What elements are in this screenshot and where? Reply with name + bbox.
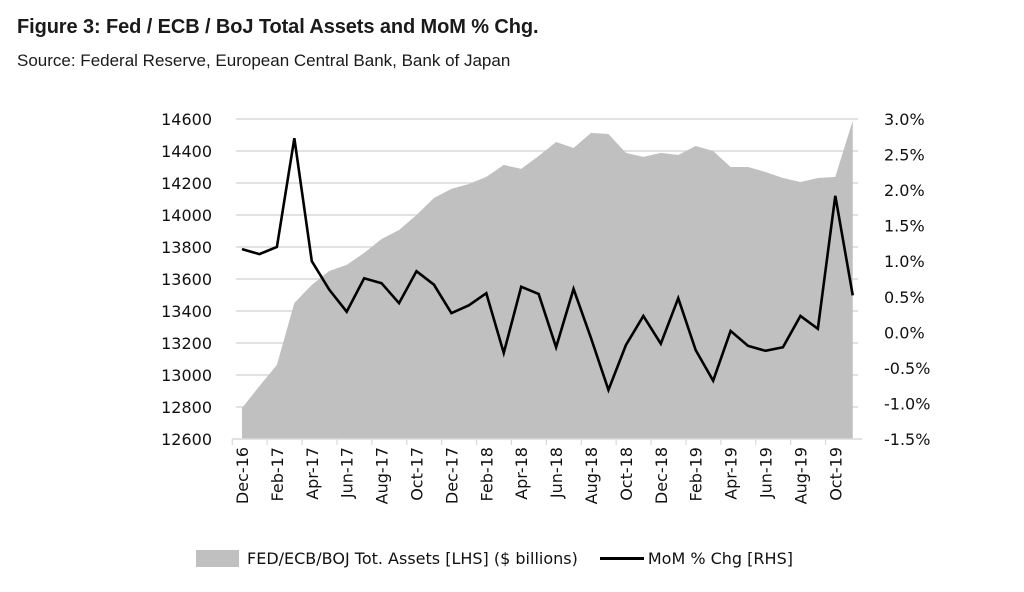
y-left-tick-label: 13200: [161, 334, 212, 353]
y-right-tick-label: -1.5%: [884, 430, 930, 449]
y-right-tick-label: 0.0%: [884, 323, 925, 342]
y-left-tick-label: 13000: [161, 366, 212, 385]
y-right-tick-label: 1.0%: [884, 252, 925, 271]
x-tick-label: Feb-17: [268, 447, 287, 501]
y-left-tick-label: 14400: [161, 142, 212, 161]
x-tick-label: Aug-18: [582, 447, 601, 504]
mom-line-series: [241, 137, 855, 394]
x-axis: Dec-16 Feb-17 Apr-17 Jun-17 Aug-17 Oct-17 Dec-…: [231, 438, 862, 504]
y-axis-right: -1.5% -1.0% -0.5% 0.0% 0.5% 1.0% 1.5% 2.0% 2.5% 3…: [884, 110, 930, 449]
x-tick-label: Feb-19: [687, 447, 706, 501]
legend-line-swatch: [599, 557, 644, 560]
x-tick-label: Dec-18: [652, 447, 671, 504]
legend: FED/ECB/BOJ Tot. Assets [LHS] ($ billion…: [196, 549, 793, 568]
y-left-tick-label: 13800: [161, 238, 212, 257]
x-tick-label: Aug-19: [791, 447, 810, 504]
x-tick-label: Aug-17: [373, 447, 392, 504]
x-tick-label: Oct-19: [826, 447, 845, 501]
x-tick-label: Jun-18: [547, 447, 566, 499]
chart-subtitle: Source: Federal Reserve, European Centra…: [17, 51, 511, 70]
y-left-tick-label: 12800: [161, 398, 212, 417]
x-tick-label: Dec-16: [233, 447, 252, 504]
y-left-tick-label: 12600: [161, 430, 212, 449]
y-right-tick-label: 2.5%: [884, 146, 925, 165]
y-right-tick-label: 1.5%: [884, 217, 925, 236]
mom-line: [241, 137, 855, 394]
y-right-tick-label: 2.0%: [884, 181, 925, 200]
y-left-tick-label: 14000: [161, 206, 212, 225]
assets-area: [242, 120, 853, 439]
legend-label-assets: FED/ECB/BOJ Tot. Assets [LHS] ($ billion…: [247, 549, 578, 568]
x-tick-label: Oct-18: [617, 447, 636, 501]
y-left-tick-label: 13400: [161, 302, 212, 321]
y-right-tick-label: 0.5%: [884, 288, 925, 307]
y-left-tick-label: 14200: [161, 174, 212, 193]
x-tick-label: Dec-17: [442, 447, 461, 504]
chart-title: Figure 3: Fed / ECB / BoJ Total Assets a…: [17, 16, 539, 38]
y-right-tick-label: -1.0%: [884, 394, 930, 413]
legend-label-mom: MoM % Chg [RHS]: [647, 549, 793, 568]
y-left-tick-label: 13600: [161, 270, 212, 289]
x-tick-label: Jun-19: [757, 447, 776, 499]
x-tick-label: Apr-19: [722, 447, 741, 500]
y-right-tick-label: -0.5%: [884, 359, 930, 378]
y-axis-left: 12600 12800 13000 13200 13400 13600 13800 14000…: [161, 110, 212, 449]
x-tick-label: Oct-17: [408, 447, 427, 501]
y-left-tick-label: 14600: [161, 110, 212, 129]
legend-area-swatch: [196, 550, 239, 567]
x-tick-label: Jun-17: [338, 447, 357, 499]
x-tick-label: Apr-18: [512, 447, 531, 500]
x-tick-label: Feb-18: [477, 447, 496, 501]
y-right-tick-label: 3.0%: [884, 110, 925, 129]
assets-area-series: [242, 120, 853, 439]
x-tick-label: Apr-17: [303, 447, 322, 500]
